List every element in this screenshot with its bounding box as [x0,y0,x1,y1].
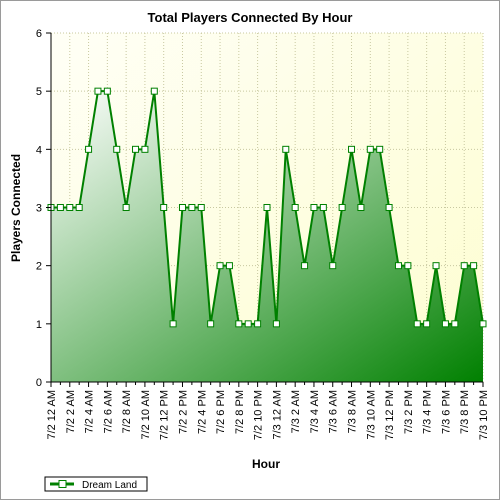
x-tick-label: 7/3 2 AM [290,390,302,433]
x-tick-labels: 7/2 12 AM 7/2 2 AM 7/2 4 AM 7/2 6 AM 7/2 8 A… [46,390,490,440]
data-point [329,262,337,270]
data-point [94,87,102,95]
data-point [132,145,140,153]
data-point [207,320,215,328]
y-tick-label: 5 [36,86,42,98]
x-tick-label: 7/3 6 AM [328,390,340,433]
data-point [75,204,83,211]
x-tick-label: 7/2 8 PM [234,390,246,434]
data-point [197,204,205,211]
data-point [263,204,271,211]
data-point [103,87,111,95]
y-tick-label: 6 [36,28,42,40]
x-tick-label: 7/2 6 AM [102,390,114,433]
legend-swatch-marker [58,480,67,488]
x-tick-label: 7/2 4 AM [84,390,96,433]
x-tick-label: 7/2 12 PM [159,390,171,440]
data-point [216,262,224,270]
x-tick-label: 7/3 10 AM [365,390,377,440]
legend: Dream Land [44,476,148,492]
data-point [301,262,309,270]
x-tick-label: 7/2 6 PM [215,390,227,434]
data-point [141,145,149,153]
data-point [272,320,280,328]
x-tick-label: 7/2 4 PM [196,390,208,434]
x-tick-label: 7/3 8 AM [347,390,359,433]
x-tick-label: 7/3 6 PM [440,390,452,434]
data-point [404,262,412,270]
y-tick-label: 2 [36,261,42,273]
data-point [56,204,64,211]
data-point [310,204,318,211]
data-point [85,145,93,153]
x-tick-label: 7/2 8 AM [121,390,133,433]
axes [46,32,484,387]
data-point [150,87,158,95]
y-tick-labels: 0 1 2 3 4 5 6 [36,28,42,389]
data-point [357,204,365,211]
data-point [432,262,440,270]
data-point [291,204,299,211]
data-point [113,145,121,153]
x-tick-label: 7/2 10 PM [253,390,265,440]
data-point [188,204,196,211]
x-tick-label: 7/2 10 AM [140,390,152,440]
x-tick-label: 7/2 12 AM [46,390,58,440]
data-point [122,204,130,211]
legend-label: Dream Land [82,480,137,491]
data-point [178,204,186,211]
y-tick-label: 3 [36,203,42,215]
x-tick-label: 7/3 4 AM [309,390,321,433]
data-point [319,204,327,211]
data-point [348,145,356,153]
data-point [441,320,449,328]
x-tick-label: 7/3 8 PM [459,390,471,434]
data-point [169,320,177,328]
data-point [376,145,384,153]
data-point [423,320,431,328]
x-axis-title: Hour [252,457,280,471]
data-point [338,204,346,211]
x-tick-label: 7/2 2 AM [65,390,77,433]
x-tick-label: 7/3 2 PM [403,390,415,434]
y-tick-label: 0 [36,377,42,389]
data-point [254,320,262,328]
y-tick-label: 4 [36,144,42,156]
x-tick-label: 7/3 12 AM [271,390,283,440]
x-tick-label: 7/2 2 PM [177,390,189,434]
data-point [244,320,252,328]
data-point [394,262,402,270]
legend-box [44,476,148,492]
data-point [160,204,168,211]
data-point [479,320,487,328]
data-point [66,204,74,211]
data-point [460,262,468,270]
data-point [366,145,374,153]
data-point [235,320,243,328]
series-points [47,87,487,328]
data-point [470,262,478,270]
data-point [282,145,290,153]
x-tick-label: 7/3 10 PM [478,390,490,440]
x-tick-label: 7/3 4 PM [422,390,434,434]
series-area [51,91,483,383]
chart-title: Total Players Connected By Hour [148,10,353,25]
data-point [385,204,393,211]
data-point [225,262,233,270]
data-point [413,320,421,328]
y-tick-label: 1 [36,319,42,331]
data-point [451,320,459,328]
x-tick-label: 7/3 12 PM [384,390,396,440]
y-axis-title: Players Connected [9,154,23,262]
